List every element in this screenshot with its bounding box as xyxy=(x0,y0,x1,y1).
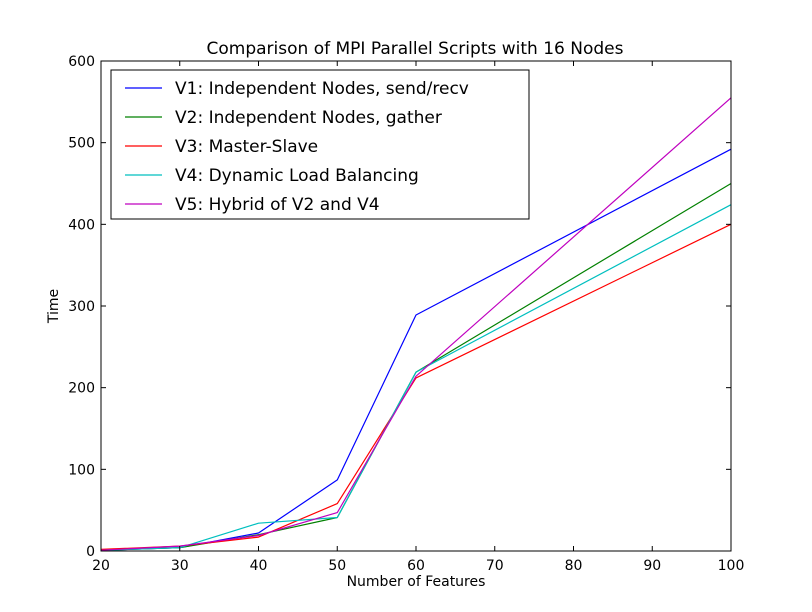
y-tick-label: 400 xyxy=(68,217,95,233)
series-line-v2 xyxy=(100,182,732,551)
legend-box xyxy=(110,69,530,220)
ticks-layer: 20 30 40 50 60 70 80 90 100 0 100 200 300 400 500 600 xyxy=(68,54,744,574)
series-line-v5 xyxy=(100,97,732,551)
series-line-v4 xyxy=(100,204,732,551)
series-line-v3 xyxy=(100,223,732,550)
x-tick-label: 80 xyxy=(565,558,583,574)
x-tick-label: 100 xyxy=(718,558,745,574)
y-tick-label: 0 xyxy=(86,544,95,560)
x-tick-label: 20 xyxy=(92,558,110,574)
x-tick-label: 70 xyxy=(486,558,504,574)
series-layer xyxy=(100,97,732,551)
x-axis-title: Number of Features xyxy=(347,574,486,590)
y-tick-label: 600 xyxy=(68,54,95,70)
y-tick-label: 300 xyxy=(68,299,95,315)
legend-label-v1: V1: Independent Nodes, send/recv xyxy=(175,79,469,99)
legend-label-v3: V3: Master-Slave xyxy=(175,137,318,157)
legend-label-v5: V5: Hybrid of V2 and V4 xyxy=(175,195,380,215)
y-axis-title: Time xyxy=(46,289,62,324)
x-tick-label: 60 xyxy=(407,558,425,574)
chart-title: Comparison of MPI Parallel Scripts with … xyxy=(207,39,624,59)
legend-label-v4: V4: Dynamic Load Balancing xyxy=(175,166,419,186)
y-tick-label: 100 xyxy=(68,462,95,478)
y-tick-label: 500 xyxy=(68,136,95,152)
x-tick-label: 40 xyxy=(250,558,268,574)
x-tick-label: 50 xyxy=(328,558,346,574)
legend-entries: V1: Independent Nodes, send/recv V2: Inde… xyxy=(125,79,469,215)
x-tick-label: 30 xyxy=(171,558,189,574)
x-tick-label: 90 xyxy=(643,558,661,574)
y-tick-label: 200 xyxy=(68,381,95,397)
legend-label-v2: V2: Independent Nodes, gather xyxy=(175,108,442,128)
legend: V1: Independent Nodes, send/recv V2: Inde… xyxy=(110,69,530,220)
